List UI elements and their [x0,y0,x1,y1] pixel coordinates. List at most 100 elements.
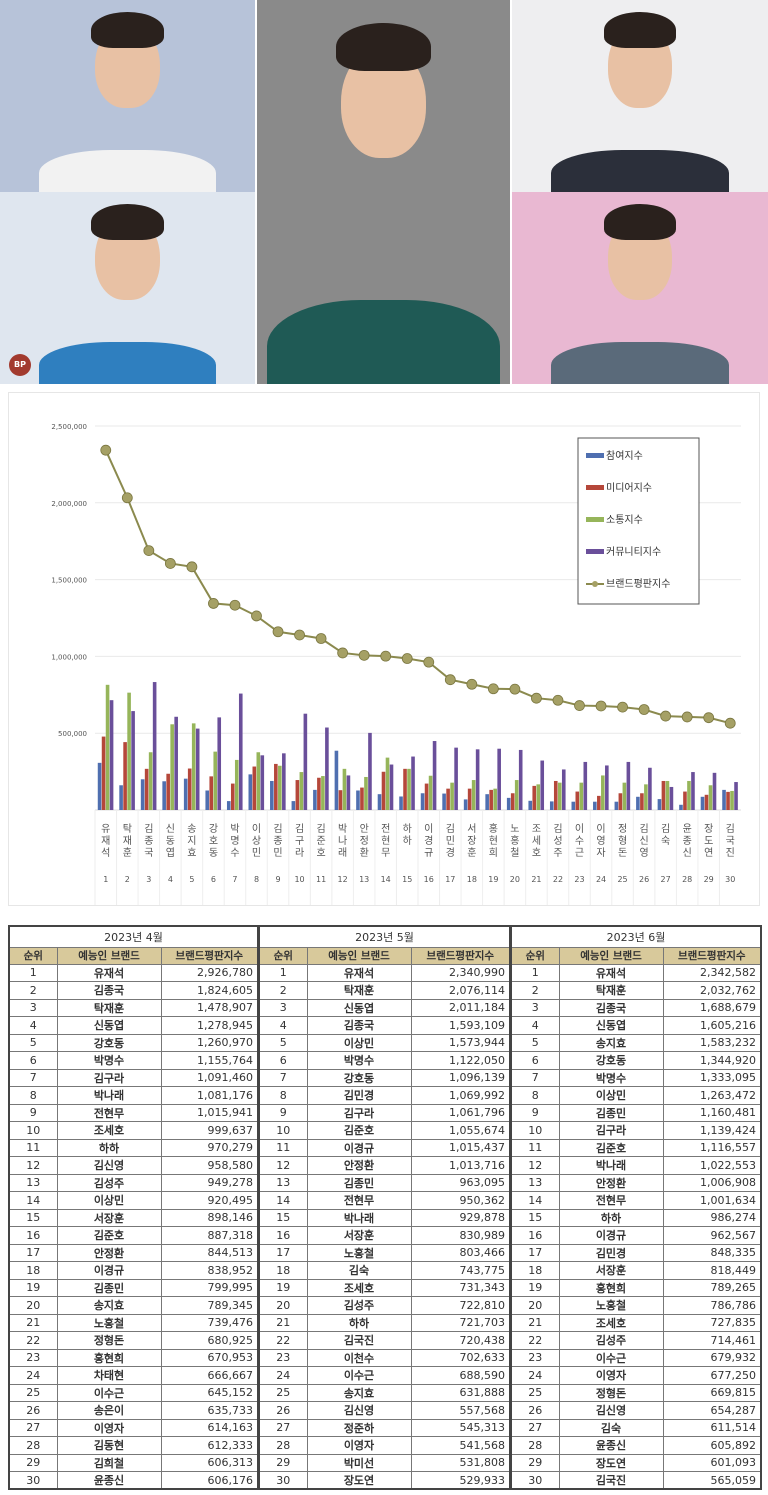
table-row: 5 송지효 1,583,232 [510,1033,762,1052]
rank-label: 28 [682,875,692,884]
table-row: 8 박나래 1,081,176 [8,1086,259,1105]
rank-cell: 16 [8,1226,58,1245]
score-cell: 970,279 [160,1138,259,1157]
line-point [208,598,219,609]
name-cell: 이수근 [306,1366,412,1385]
name-cell: 박명수 [306,1051,412,1070]
score-cell: 1,478,907 [160,998,259,1017]
bar-3 [191,723,196,810]
rank-cell: 3 [8,998,58,1017]
bar-1 [700,796,705,810]
score-cell: 962,567 [662,1226,762,1245]
name-cell: 윤종신 [558,1436,664,1455]
bar-1 [549,801,554,810]
table-row: 28 김동현 612,333 [8,1436,259,1455]
name-cell: 박명수 [56,1051,162,1070]
line-point [401,653,413,664]
rank-cell: 29 [510,1453,560,1472]
line-point [724,717,736,729]
name-cell: 박나래 [56,1086,162,1105]
rank-cell: 14 [510,1191,560,1210]
rank-cell: 6 [258,1051,308,1070]
bar-2 [338,790,343,810]
bar-1 [97,762,102,810]
bar-1 [463,799,468,810]
chart-panel: 2,500,000 2,000,000 1,500,000 1,000,000 500,… [8,392,760,906]
line-point [444,674,456,686]
rank-cell: 5 [510,1033,560,1052]
score-cell: 887,318 [160,1226,259,1245]
bar-1 [183,778,188,810]
score-cell: 606,176 [160,1471,259,1490]
table-row: 11 김준호 1,116,557 [510,1138,762,1157]
bar-1 [162,781,166,810]
table-row: 25 송지효 631,888 [258,1383,511,1402]
table-row: 17 김민경 848,335 [510,1243,762,1262]
bar-2 [683,791,687,810]
line-point [509,683,521,695]
rank-label: 6 [211,875,216,884]
name-cell: 김종민 [558,1103,664,1122]
score-cell: 1,096,139 [410,1068,511,1087]
bar-2 [467,788,472,810]
name-cell: 안정환 [558,1173,664,1192]
table-row: 24 차태현 666,667 [8,1366,259,1385]
name-cell: 김종민 [306,1173,412,1192]
bar-4 [475,749,480,810]
rank-cell: 3 [258,998,308,1017]
bar-2 [704,794,709,810]
score-cell: 557,568 [410,1401,511,1420]
name-cell: 김희철 [56,1453,162,1472]
line-point [574,700,585,711]
score-cell: 2,340,990 [410,963,511,982]
rank-cell: 23 [510,1348,560,1367]
bar-2 [187,768,192,810]
rank-cell: 6 [510,1051,560,1070]
table-row: 25 정형돈 669,815 [510,1383,762,1402]
bar-1 [571,801,576,810]
bar-2 [446,788,450,810]
rank-label: 20 [510,875,520,884]
table-row: 28 윤종신 605,892 [510,1436,762,1455]
table-row: 26 김신영 654,287 [510,1401,762,1420]
rank-cell: 26 [510,1401,560,1420]
bar-1 [593,801,597,810]
table-row: 4 신동엽 1,605,216 [510,1016,762,1035]
rank-cell: 13 [510,1173,560,1192]
column-header: 예능인 브랜드 [306,946,412,965]
bar-3 [148,752,153,810]
rank-cell: 17 [8,1243,58,1262]
table-row: 19 조세호 731,343 [258,1278,511,1297]
rank-cell: 10 [8,1121,58,1140]
table-row: 24 이영자 677,250 [510,1366,762,1385]
score-cell: 677,250 [662,1366,762,1385]
table-row: 7 김구라 1,091,460 [8,1068,259,1087]
y-tick-label: 500,000 [58,730,87,738]
rank-cell: 23 [258,1348,308,1367]
table-row: 23 이수근 679,932 [510,1348,762,1367]
legend-swatch [586,453,604,458]
score-cell: 1,013,716 [410,1156,511,1175]
bar-3 [407,768,411,810]
score-cell: 635,733 [160,1401,259,1420]
bar-2 [403,768,407,810]
rank-cell: 30 [258,1471,308,1490]
table-row: 4 신동엽 1,278,945 [8,1016,259,1035]
rank-cell: 5 [258,1033,308,1052]
rank-label: 5 [189,875,194,884]
name-cell: 김성주 [558,1331,664,1350]
bar-1 [528,800,533,810]
score-cell: 799,995 [160,1278,259,1297]
bar-1 [119,785,123,810]
score-cell: 1,015,941 [160,1103,259,1122]
table-row: 14 전현무 950,362 [258,1191,511,1210]
rank-cell: 21 [510,1313,560,1332]
month-title: 2023년 5월 [258,925,511,948]
table-row: 5 강호동 1,260,970 [8,1033,259,1052]
score-cell: 1,001,634 [662,1191,762,1210]
table-row: 26 김신영 557,568 [258,1401,511,1420]
